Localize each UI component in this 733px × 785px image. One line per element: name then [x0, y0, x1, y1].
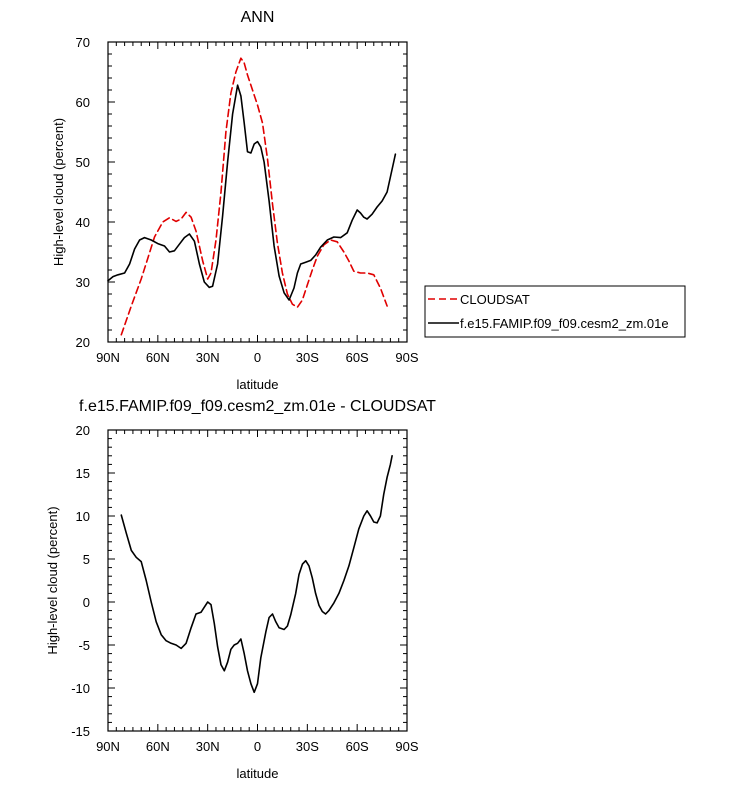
chart2-title: f.e15.FAMIP.f09_f09.cesm2_zm.01e - CLOUD…	[79, 398, 436, 415]
chart2-y-tick-label: -15	[71, 724, 90, 739]
chart1-x-tick-label: 90S	[395, 350, 418, 365]
chart2-y-tick-label: -10	[71, 681, 90, 696]
chart1-y-tick-label: 30	[76, 275, 90, 290]
chart1-legend-label: CLOUDSAT	[460, 292, 530, 307]
chart2-x-tick-label: 90N	[96, 739, 120, 754]
chart1-legend-box	[424, 285, 686, 338]
chart1-x-axis-label: latitude	[237, 377, 279, 392]
chart2-y-tick-label: -5	[78, 638, 90, 653]
chart2-y-tick-label: 20	[76, 423, 90, 438]
chart2-x-axis-label: latitude	[237, 766, 279, 781]
chart1-series-cloudsat-line	[120, 57, 388, 336]
chart2-x-tick-label: 30S	[296, 739, 319, 754]
chart1-x-tick-label: 30S	[296, 350, 319, 365]
chart2-x-tick-label: 30N	[196, 739, 220, 754]
chart1-y-tick-label: 70	[76, 35, 90, 50]
chart1-series-f-e15-famip-f09-f09-cesm2-zm-01e-line	[107, 84, 397, 301]
chart2-y-tick-label: 15	[76, 466, 90, 481]
chart2-x-tick-label: 0	[254, 739, 261, 754]
chart1-y-tick-label: 50	[76, 155, 90, 170]
chart1-x-tick-label: 0	[254, 350, 261, 365]
chart2-series-difference-line	[120, 455, 393, 694]
chart1-legend-label: f.e15.FAMIP.f09_f09.cesm2_zm.01e	[460, 316, 669, 331]
chart1-x-tick-label: 60N	[146, 350, 170, 365]
chart2-y-axis-label: High-level cloud (percent)	[45, 506, 60, 654]
chart1-y-tick-label: 40	[76, 215, 90, 230]
chart2-y-tick-label: 10	[76, 509, 90, 524]
chart1-y-axis-label: High-level cloud (percent)	[51, 118, 66, 266]
chart1-y-tick-label: 60	[76, 95, 90, 110]
chart2-y-tick-label: 5	[83, 552, 90, 567]
chart2-x-tick-label: 60N	[146, 739, 170, 754]
chart1-x-tick-label: 60S	[346, 350, 369, 365]
chart2-x-tick-label: 60S	[346, 739, 369, 754]
chart1-x-tick-label: 30N	[196, 350, 220, 365]
chart1-y-tick-label: 20	[76, 335, 90, 350]
chart1-x-tick-label: 90N	[96, 350, 120, 365]
chart1-plot-frame	[107, 41, 408, 343]
chart2-x-tick-label: 90S	[395, 739, 418, 754]
chart2-y-tick-label: 0	[83, 595, 90, 610]
chart1-title: ANN	[241, 9, 275, 26]
